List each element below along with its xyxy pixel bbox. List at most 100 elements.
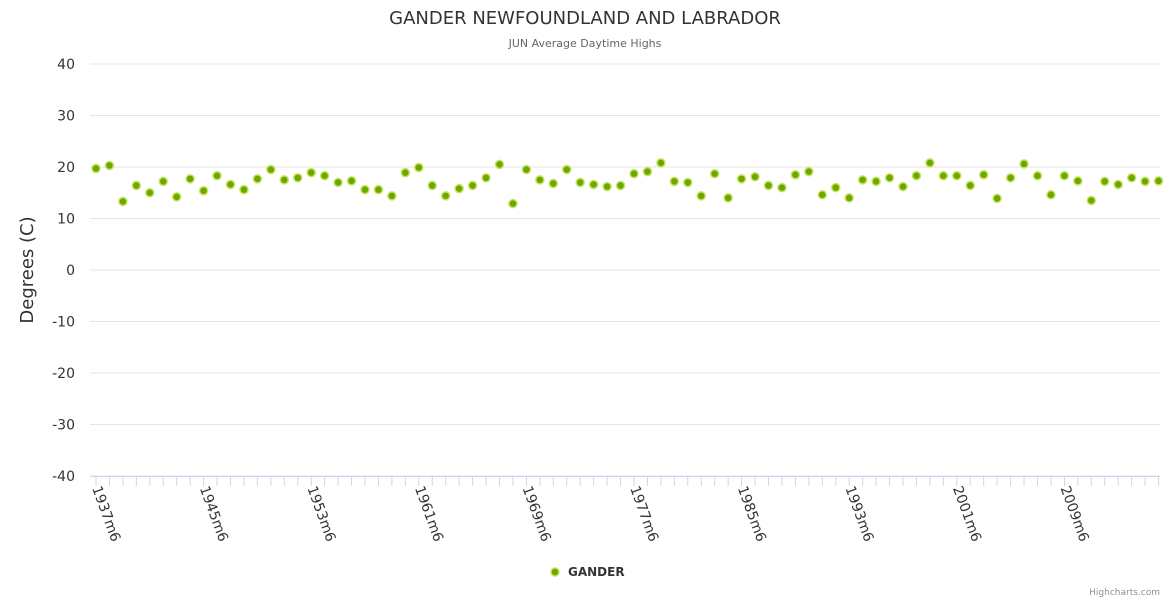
data-point[interactable]: 2011m6: 13.5 bbox=[1086, 195, 1097, 206]
chart-subtitle: JUN Average Daytime Highs bbox=[508, 37, 662, 50]
data-point[interactable]: 1986m6: 18.1 bbox=[750, 172, 760, 182]
y-tick-label: -40 bbox=[52, 469, 75, 485]
y-tick-label: -10 bbox=[52, 315, 75, 331]
data-point[interactable]: 1950m6: 19.5 bbox=[266, 164, 276, 175]
data-point[interactable]: 1995m6: 17.2 bbox=[871, 176, 881, 187]
data-point[interactable]: 1938m6: 20.3 bbox=[104, 160, 115, 171]
data-point[interactable]: 1945m6: 15.4 bbox=[198, 185, 209, 196]
data-point[interactable]: 2004m6: 13.9 bbox=[992, 193, 1002, 204]
x-tick-label: 1961m6 bbox=[411, 484, 446, 544]
data-point[interactable]: 2015m6: 17.2 bbox=[1140, 176, 1150, 187]
data-point[interactable]: 1989m6: 18.5 bbox=[790, 169, 801, 180]
x-tick-label: 1937m6 bbox=[88, 484, 123, 544]
data-point[interactable]: 2005m6: 17.9 bbox=[1005, 173, 1016, 183]
x-tick-label: 2009m6 bbox=[1057, 484, 1092, 544]
data-point[interactable]: 1948m6: 15.6 bbox=[239, 184, 249, 195]
data-point[interactable]: 1999m6: 20.8 bbox=[925, 158, 935, 168]
data-point[interactable]: 1982m6: 14.4 bbox=[696, 191, 706, 201]
data-point[interactable]: 1972m6: 19.5 bbox=[562, 164, 572, 175]
data-point[interactable]: 1947m6: 16.6 bbox=[225, 179, 236, 190]
y-tick-label: 30 bbox=[57, 109, 75, 125]
data-point[interactable]: 1980m6: 17.2 bbox=[669, 176, 680, 187]
data-point[interactable]: 1946m6: 18.3 bbox=[212, 171, 222, 181]
data-point[interactable]: 1965m6: 16.4 bbox=[467, 180, 478, 191]
data-point[interactable]: 1997m6: 16.2 bbox=[898, 181, 908, 192]
data-point[interactable]: 1959m6: 14.4 bbox=[387, 191, 397, 201]
data-point[interactable]: 2006m6: 20.6 bbox=[1019, 159, 1029, 169]
data-point[interactable]: 1966m6: 17.9 bbox=[481, 173, 491, 183]
data-point[interactable]: 1960m6: 18.9 bbox=[400, 167, 411, 178]
data-point[interactable]: 1964m6: 15.8 bbox=[454, 183, 464, 194]
data-point[interactable]: 1979m6: 20.8 bbox=[656, 158, 666, 168]
data-point[interactable]: 2013m6: 16.6 bbox=[1113, 179, 1123, 190]
data-point[interactable]: 1976m6: 16.4 bbox=[615, 180, 626, 191]
data-point[interactable]: 1939m6: 13.3 bbox=[118, 196, 128, 207]
data-point[interactable]: 2012m6: 17.2 bbox=[1100, 176, 1110, 187]
data-point[interactable]: 1940m6: 16.4 bbox=[131, 180, 142, 191]
y-tick-label: -30 bbox=[52, 418, 75, 434]
data-point[interactable]: 2001m6: 18.3 bbox=[952, 171, 962, 181]
data-point[interactable]: 1941m6: 15 bbox=[145, 188, 155, 198]
x-tick-label: 1993m6 bbox=[841, 484, 876, 544]
data-point[interactable]: 1961m6: 19.9 bbox=[414, 162, 424, 173]
data-point[interactable]: 1951m6: 17.5 bbox=[279, 175, 290, 185]
data-point[interactable]: 1952m6: 17.9 bbox=[293, 173, 303, 183]
data-point[interactable]: 1949m6: 17.7 bbox=[252, 174, 263, 184]
legend-marker bbox=[550, 567, 560, 577]
x-tick-label: 1945m6 bbox=[196, 484, 231, 544]
data-point[interactable]: 1998m6: 18.3 bbox=[911, 171, 922, 181]
data-point[interactable]: 1957m6: 15.6 bbox=[360, 184, 370, 195]
data-point[interactable]: 2014m6: 17.9 bbox=[1126, 173, 1137, 183]
credits-link[interactable]: Highcharts.com bbox=[1089, 588, 1160, 598]
data-point[interactable]: 1984m6: 14 bbox=[723, 193, 733, 203]
data-point[interactable]: 1985m6: 17.7 bbox=[736, 174, 747, 184]
legend-label: GANDER bbox=[568, 565, 625, 579]
data-point[interactable]: 1962m6: 16.4 bbox=[427, 180, 437, 191]
data-point[interactable]: 1981m6: 17 bbox=[683, 177, 693, 188]
data-point[interactable]: 1987m6: 16.4 bbox=[763, 180, 774, 191]
x-tick-label: 1985m6 bbox=[734, 484, 769, 544]
data-point[interactable]: 1990m6: 19.1 bbox=[804, 166, 814, 177]
data-point[interactable]: 2008m6: 14.6 bbox=[1046, 190, 1056, 200]
legend-item-gander[interactable]: GANDER bbox=[550, 565, 625, 579]
data-point[interactable]: 1955m6: 17 bbox=[333, 177, 343, 188]
data-point[interactable]: 2002m6: 16.4 bbox=[965, 180, 975, 191]
data-point[interactable]: 1968m6: 12.9 bbox=[508, 198, 518, 209]
data-point[interactable]: 1942m6: 17.2 bbox=[158, 176, 168, 187]
data-point[interactable]: 1956m6: 17.3 bbox=[346, 176, 357, 186]
data-point[interactable]: 1996m6: 17.9 bbox=[884, 173, 895, 183]
data-point[interactable]: 1944m6: 17.7 bbox=[185, 174, 195, 184]
data-point[interactable]: 2003m6: 18.5 bbox=[978, 169, 989, 180]
data-point[interactable]: 1937m6: 19.7 bbox=[91, 163, 101, 174]
data-point[interactable]: 2016m6: 17.3 bbox=[1153, 176, 1164, 186]
data-point[interactable]: 1954m6: 18.3 bbox=[319, 171, 330, 181]
data-point[interactable]: 1978m6: 19.1 bbox=[642, 166, 653, 177]
data-point[interactable]: 2010m6: 17.3 bbox=[1073, 176, 1083, 186]
data-point[interactable]: 2007m6: 18.3 bbox=[1032, 171, 1043, 181]
data-point[interactable]: 1994m6: 17.5 bbox=[857, 175, 868, 185]
data-point[interactable]: 1958m6: 15.6 bbox=[373, 184, 384, 195]
data-point[interactable]: 1991m6: 14.6 bbox=[817, 190, 828, 200]
data-point[interactable]: 1983m6: 18.7 bbox=[709, 168, 720, 179]
data-point[interactable]: 1969m6: 19.5 bbox=[521, 164, 532, 175]
data-point[interactable]: 1974m6: 16.6 bbox=[588, 179, 599, 190]
data-point[interactable]: 1977m6: 18.7 bbox=[629, 168, 639, 179]
data-point[interactable]: 1971m6: 16.8 bbox=[548, 178, 559, 189]
data-point[interactable]: 1992m6: 16 bbox=[831, 182, 841, 193]
x-tick-label: 1977m6 bbox=[626, 484, 661, 544]
data-point[interactable]: 1967m6: 20.5 bbox=[494, 159, 505, 170]
data-point[interactable]: 1943m6: 14.2 bbox=[171, 192, 182, 202]
data-point[interactable]: 1988m6: 16 bbox=[777, 182, 787, 193]
data-point[interactable]: 2000m6: 18.3 bbox=[938, 171, 949, 181]
y-tick-label: -20 bbox=[52, 366, 75, 382]
y-axis-title: Degrees (C) bbox=[17, 216, 38, 323]
data-point[interactable]: 1975m6: 16.2 bbox=[602, 181, 612, 192]
data-point[interactable]: 1970m6: 17.5 bbox=[535, 175, 545, 185]
data-point[interactable]: 1953m6: 18.9 bbox=[306, 167, 316, 178]
data-point[interactable]: 1963m6: 14.4 bbox=[440, 191, 451, 201]
y-tick-label: 20 bbox=[57, 160, 75, 176]
data-point[interactable]: 1993m6: 14 bbox=[844, 193, 854, 203]
data-point[interactable]: 2009m6: 18.3 bbox=[1059, 171, 1070, 181]
data-point[interactable]: 1973m6: 17 bbox=[575, 177, 585, 188]
